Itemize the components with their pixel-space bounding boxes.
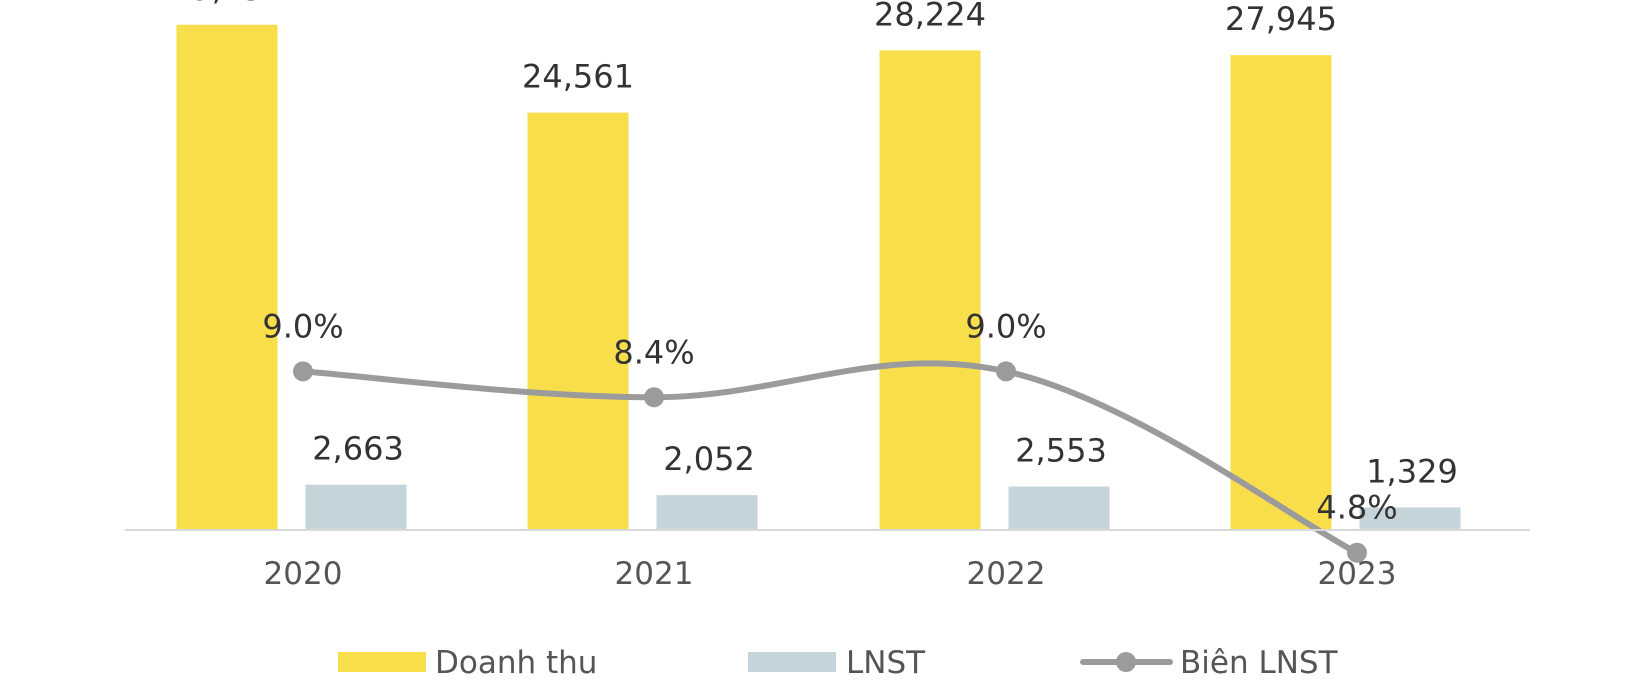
point-bien-lnst-2023 <box>1347 542 1367 563</box>
bars-layer <box>176 24 1461 531</box>
label-lnst-2020: 2,663 <box>312 430 404 468</box>
label-doanh-thu-2021: 24,561 <box>522 58 634 96</box>
label-bien-lnst-2021: 8.4% <box>613 333 694 371</box>
label-doanh-thu-2023: 27,945 <box>1225 0 1337 38</box>
label-bien-lnst-2023: 4.8% <box>1316 489 1397 527</box>
point-bien-lnst-2021 <box>644 387 664 408</box>
legend-label-doanh-thu: Doanh thu <box>435 645 597 681</box>
line-bien-lnst <box>300 360 1360 556</box>
bar-doanh-thu-2022 <box>879 50 981 530</box>
point-bien-lnst-2020 <box>293 361 313 382</box>
label-lnst-2022: 2,553 <box>1015 432 1107 470</box>
x-axis-ticks: 2020 2021 2022 2023 <box>264 556 1397 592</box>
bar-doanh-thu-2020 <box>176 24 278 531</box>
legend-label-bien-lnst: Biên LNST <box>1180 645 1339 681</box>
legend-label-lnst: LNST <box>846 645 926 681</box>
x-tick-2022: 2022 <box>967 556 1046 592</box>
x-tick-2021: 2021 <box>615 556 694 592</box>
label-lnst-2023: 1,329 <box>1366 452 1458 490</box>
label-bien-lnst-2020: 9.0% <box>262 307 343 345</box>
bar-lnst-2023 <box>1359 507 1461 530</box>
legend-swatch-doanh-thu <box>338 652 426 672</box>
label-doanh-thu-2022: 28,224 <box>874 0 986 33</box>
line-layer <box>293 360 1367 563</box>
labels-layer: 29,732 2,663 24,561 2,052 28,224 2,553 27,945 1… <box>171 0 1458 527</box>
legend-swatch-lnst <box>748 652 836 672</box>
x-tick-2023: 2023 <box>1318 556 1397 592</box>
bar-doanh-thu-2023 <box>1230 55 1332 530</box>
x-tick-2020: 2020 <box>264 556 343 592</box>
label-doanh-thu-2020: 29,732 <box>171 0 283 8</box>
bar-lnst-2022 <box>1008 486 1110 530</box>
bar-doanh-thu-2021 <box>527 112 629 530</box>
legend-marker-bien-lnst <box>1116 652 1136 672</box>
label-lnst-2021: 2,052 <box>663 440 755 478</box>
label-bien-lnst-2022: 9.0% <box>965 307 1046 345</box>
point-bien-lnst-2022 <box>996 361 1016 382</box>
bar-lnst-2021 <box>656 495 758 530</box>
bar-lnst-2020 <box>305 484 407 530</box>
legend: Doanh thu LNST Biên LNST <box>338 645 1339 681</box>
